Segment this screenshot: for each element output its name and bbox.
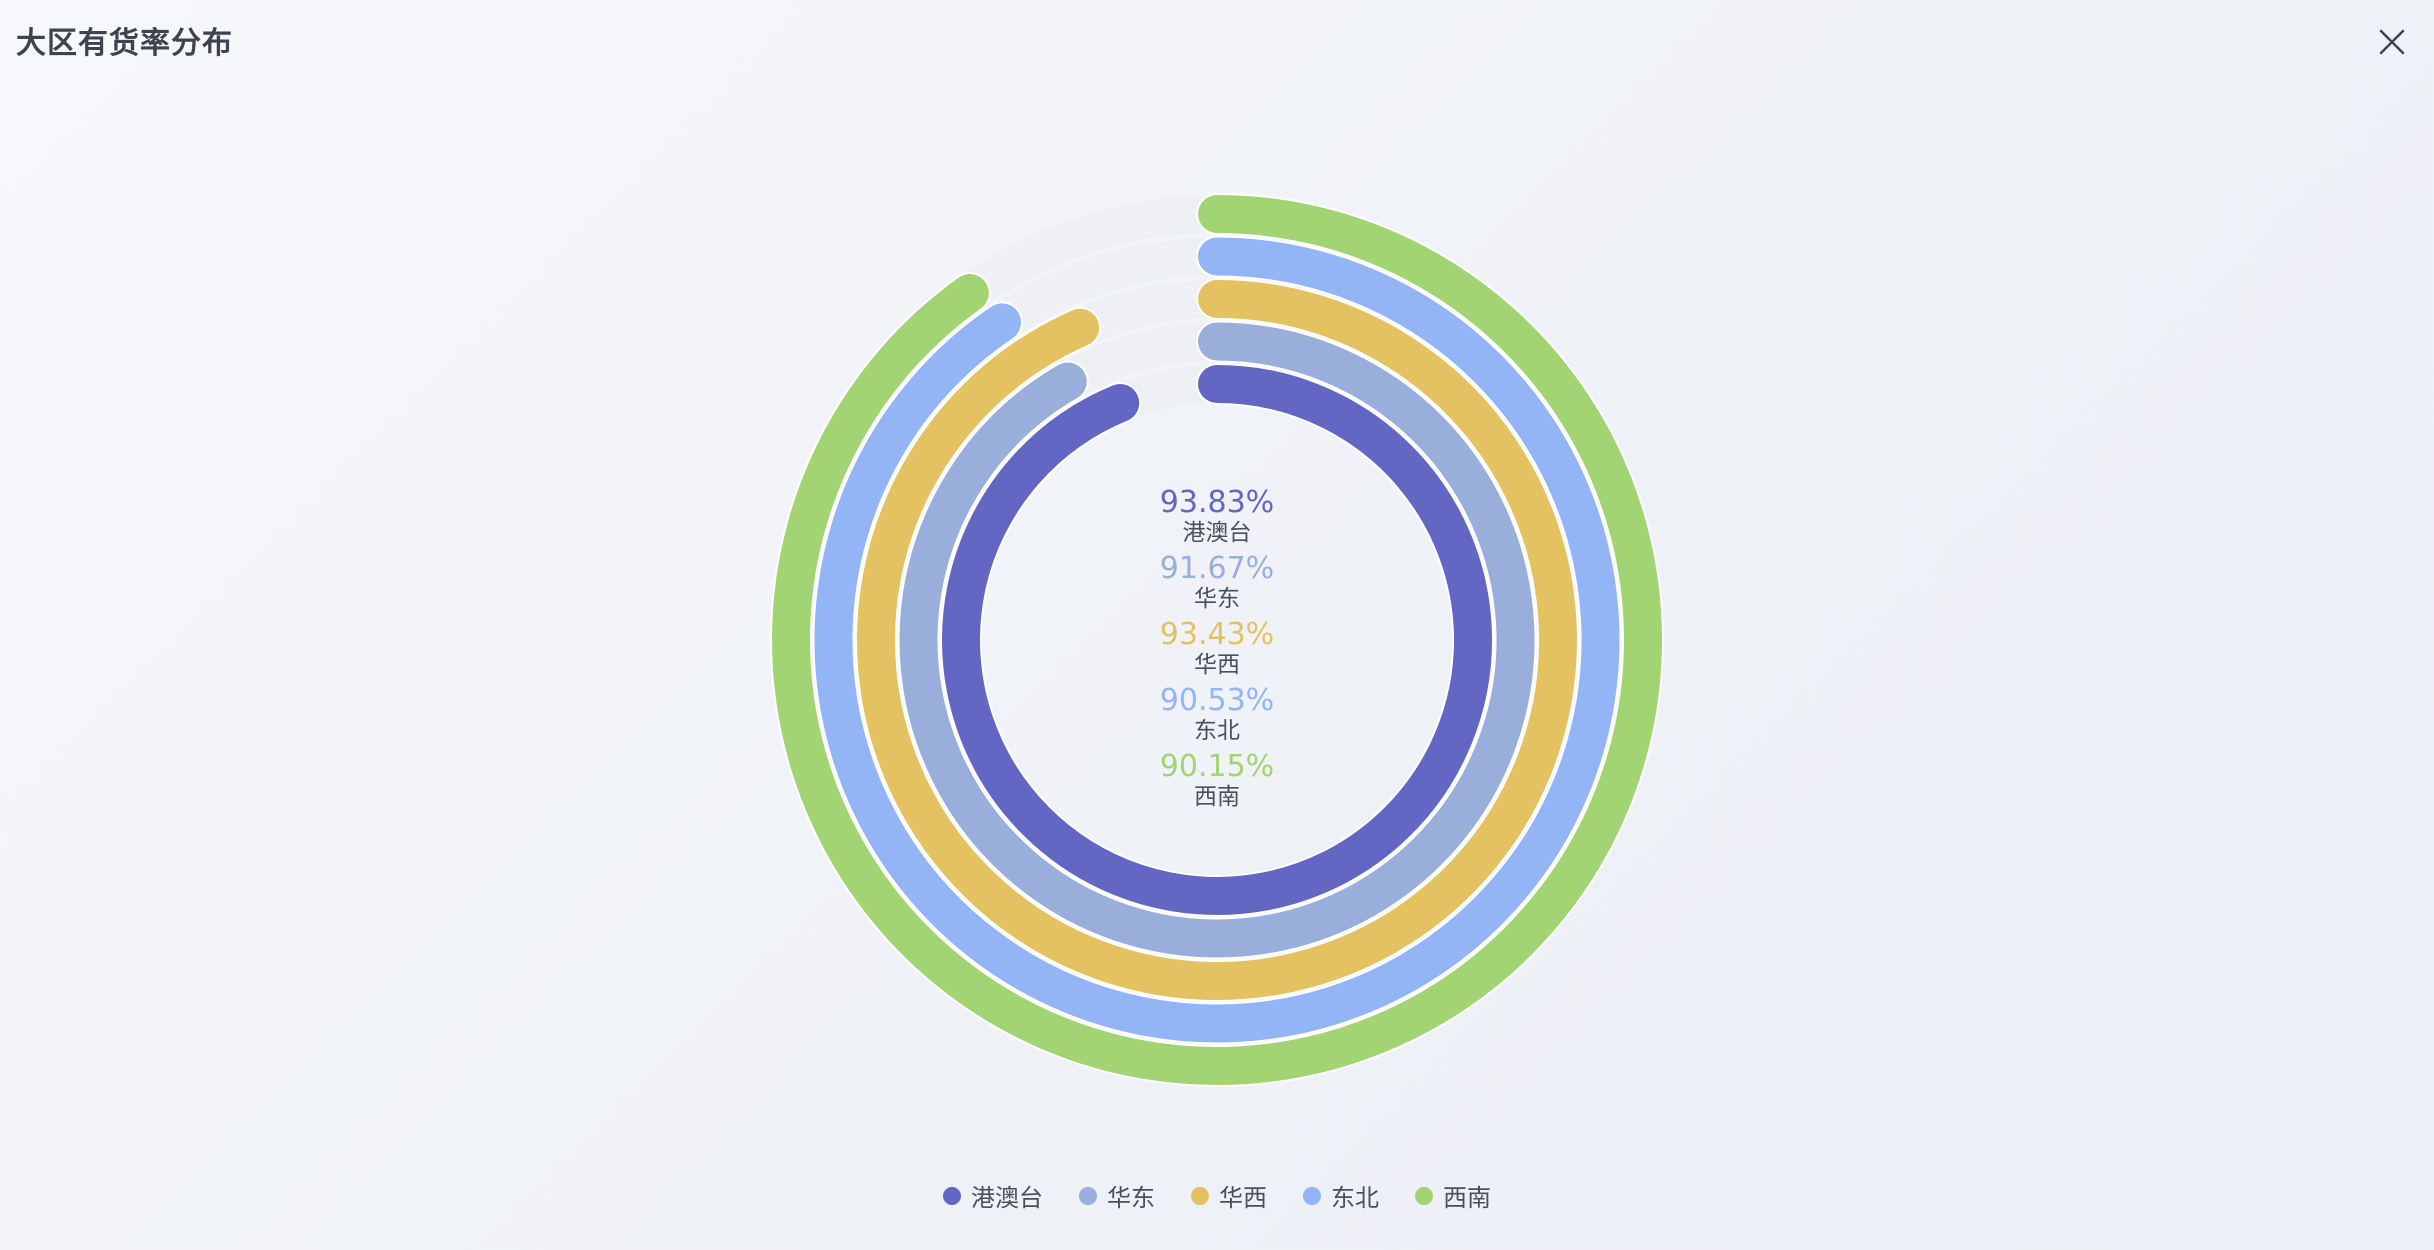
center-name-label: 东北 bbox=[1194, 718, 1240, 744]
legend-dot-icon bbox=[1191, 1186, 1209, 1205]
bar-华东[interactable] bbox=[899, 322, 1535, 958]
center-value-label: 90.53% bbox=[1160, 683, 1274, 718]
center-value-label: 91.67% bbox=[1160, 551, 1274, 586]
legend-item[interactable]: 东北 bbox=[1303, 1178, 1379, 1213]
center-name-label: 华西 bbox=[1194, 652, 1240, 678]
close-icon bbox=[2379, 29, 2405, 55]
legend-label: 港澳台 bbox=[971, 1184, 1043, 1212]
legend-item[interactable]: 华东 bbox=[1079, 1178, 1155, 1213]
legend-dot-icon bbox=[1303, 1186, 1321, 1205]
bar-东北[interactable] bbox=[814, 237, 1620, 1043]
legend-label: 华东 bbox=[1107, 1184, 1155, 1212]
legend-item[interactable]: 港澳台 bbox=[943, 1178, 1043, 1213]
legend-label: 东北 bbox=[1331, 1184, 1379, 1212]
close-button[interactable] bbox=[2372, 22, 2412, 62]
center-name-label: 华东 bbox=[1194, 586, 1240, 612]
legend-item[interactable]: 华西 bbox=[1191, 1178, 1267, 1213]
center-value-label: 93.83% bbox=[1160, 485, 1274, 520]
center-value-label: 93.43% bbox=[1160, 617, 1274, 652]
legend-dot-icon bbox=[1079, 1186, 1097, 1205]
legend-dot-icon bbox=[943, 1186, 961, 1205]
center-name-label: 港澳台 bbox=[1183, 520, 1252, 546]
center-name-label: 西南 bbox=[1194, 784, 1240, 810]
chart-legend: 港澳台 华东 华西 东北 西南 bbox=[0, 1178, 2434, 1213]
page-title: 大区有货率分布 bbox=[16, 26, 233, 61]
center-value-label: 90.15% bbox=[1160, 749, 1274, 784]
legend-dot-icon bbox=[1415, 1186, 1433, 1205]
legend-label: 西南 bbox=[1443, 1184, 1491, 1212]
bar-西南[interactable] bbox=[772, 195, 1662, 1085]
legend-label: 华西 bbox=[1219, 1184, 1267, 1212]
bar-港澳台[interactable] bbox=[942, 365, 1492, 915]
legend-item[interactable]: 西南 bbox=[1415, 1178, 1491, 1213]
bar-华西[interactable] bbox=[857, 280, 1577, 1000]
